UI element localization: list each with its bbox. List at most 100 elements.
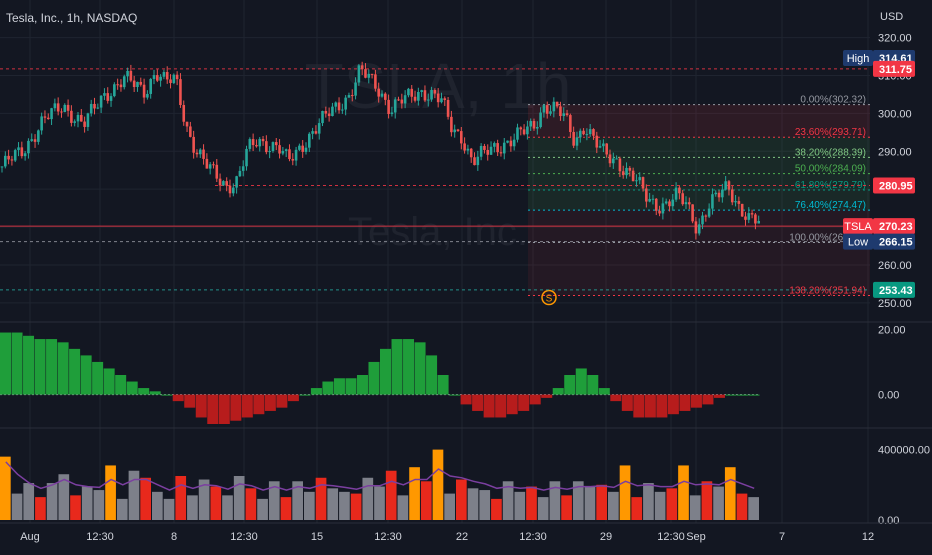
candle[interactable] (73, 121, 76, 123)
candle[interactable] (341, 109, 344, 111)
candle[interactable] (195, 152, 199, 155)
histogram-bar[interactable] (207, 394, 219, 424)
candle[interactable] (27, 140, 30, 154)
candle[interactable] (182, 105, 186, 122)
candle[interactable] (483, 145, 486, 150)
candle[interactable] (337, 102, 341, 111)
candle[interactable] (321, 110, 324, 124)
candle[interactable] (559, 106, 562, 117)
candle[interactable] (142, 84, 146, 98)
volume-bar[interactable] (140, 477, 151, 520)
volume-bar[interactable] (105, 465, 116, 520)
volume-bar[interactable] (210, 486, 222, 520)
candle[interactable] (668, 201, 671, 207)
candle[interactable] (473, 157, 476, 166)
volume-bar[interactable] (619, 465, 631, 520)
candle[interactable] (562, 113, 566, 117)
candle[interactable] (238, 170, 242, 177)
candle[interactable] (126, 70, 129, 77)
candle[interactable] (149, 78, 152, 94)
candle[interactable] (717, 192, 721, 198)
candle[interactable] (555, 101, 559, 107)
candle[interactable] (245, 148, 248, 167)
candle[interactable] (430, 90, 433, 100)
candle[interactable] (288, 149, 291, 160)
volume-bar[interactable] (385, 470, 397, 520)
histogram-bar[interactable] (11, 332, 23, 395)
histogram-bar[interactable] (598, 388, 610, 395)
candle[interactable] (298, 145, 301, 150)
histogram-bar[interactable] (322, 381, 334, 395)
candle[interactable] (327, 113, 331, 117)
candle[interactable] (248, 139, 252, 149)
histogram-bar[interactable] (195, 394, 207, 418)
candle[interactable] (350, 95, 354, 97)
candle[interactable] (615, 158, 618, 160)
volume-bar[interactable] (467, 488, 479, 520)
histogram-bar[interactable] (518, 394, 530, 411)
volume-bar[interactable] (701, 481, 713, 520)
candle[interactable] (23, 153, 27, 157)
candle[interactable] (278, 145, 281, 154)
candle[interactable] (701, 215, 704, 225)
candle[interactable] (410, 88, 414, 97)
candle[interactable] (106, 93, 110, 101)
candle[interactable] (367, 73, 371, 78)
candle[interactable] (671, 199, 675, 207)
candle[interactable] (364, 69, 367, 78)
volume-bar[interactable] (420, 481, 432, 520)
candle[interactable] (737, 201, 741, 204)
candle[interactable] (40, 116, 43, 131)
volume-bar[interactable] (736, 493, 748, 520)
candle[interactable] (30, 139, 34, 141)
volume-bar[interactable] (292, 481, 303, 520)
candle[interactable] (678, 187, 681, 194)
candle[interactable] (545, 105, 549, 114)
volume-bar[interactable] (315, 477, 327, 520)
candle[interactable] (724, 181, 727, 190)
candle[interactable] (384, 93, 387, 100)
volume-bar[interactable] (713, 486, 724, 520)
volume-bar[interactable] (689, 495, 701, 520)
histogram-bar[interactable] (713, 394, 725, 398)
candle[interactable] (522, 129, 526, 135)
candle[interactable] (370, 73, 374, 75)
histogram-bar[interactable] (276, 394, 288, 408)
candle[interactable] (605, 143, 608, 155)
histogram-bar[interactable] (472, 394, 484, 411)
volume-bar[interactable] (537, 497, 549, 520)
oscillator-histogram[interactable] (0, 332, 760, 424)
volume-bar[interactable] (304, 491, 315, 520)
candle[interactable] (456, 129, 460, 132)
candles[interactable] (0, 61, 760, 240)
candle[interactable] (453, 129, 456, 133)
volume-bar[interactable] (549, 481, 561, 520)
candle[interactable] (569, 115, 572, 132)
candle[interactable] (172, 74, 176, 84)
candle[interactable] (159, 76, 162, 81)
histogram-bar[interactable] (483, 394, 495, 418)
histogram-bar[interactable] (253, 394, 265, 415)
candle[interactable] (602, 143, 605, 147)
histogram-bar[interactable] (644, 394, 656, 418)
candle[interactable] (20, 147, 24, 157)
candle[interactable] (344, 97, 347, 110)
candle[interactable] (754, 214, 757, 224)
histogram-bar[interactable] (506, 394, 518, 415)
candle[interactable] (232, 187, 235, 194)
histogram-bar[interactable] (690, 394, 702, 408)
candle[interactable] (122, 76, 126, 88)
candle[interactable] (486, 149, 490, 155)
candle[interactable] (423, 90, 427, 101)
volume-bar[interactable] (11, 493, 23, 520)
candle[interactable] (572, 131, 575, 146)
volume-bar[interactable] (0, 456, 11, 520)
candle[interactable] (532, 121, 536, 129)
candle[interactable] (651, 198, 655, 200)
histogram-bar[interactable] (57, 342, 69, 395)
candle[interactable] (625, 167, 628, 176)
candle[interactable] (109, 96, 113, 101)
volume-bar[interactable] (584, 486, 596, 520)
candle[interactable] (377, 88, 380, 97)
candle[interactable] (740, 203, 744, 217)
